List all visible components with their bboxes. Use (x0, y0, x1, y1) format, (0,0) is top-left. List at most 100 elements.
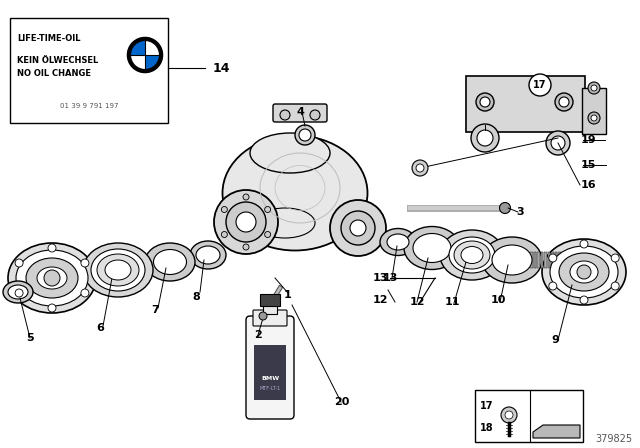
Circle shape (44, 270, 60, 286)
Text: 379825: 379825 (595, 434, 632, 444)
Ellipse shape (3, 281, 33, 303)
Text: 6: 6 (96, 323, 104, 333)
FancyBboxPatch shape (253, 310, 287, 326)
Circle shape (295, 125, 315, 145)
Ellipse shape (550, 246, 618, 298)
Circle shape (280, 110, 290, 120)
Text: 17: 17 (533, 80, 547, 90)
Circle shape (330, 200, 386, 256)
Circle shape (412, 160, 428, 176)
Text: LIFE-TIME-OIL: LIFE-TIME-OIL (17, 34, 81, 43)
Text: 11: 11 (444, 297, 460, 307)
FancyBboxPatch shape (582, 88, 606, 134)
Text: KEIN ÖLWECHSEL: KEIN ÖLWECHSEL (17, 56, 99, 65)
Text: BMW: BMW (261, 375, 279, 380)
Bar (534, 252, 536, 268)
Ellipse shape (492, 245, 532, 275)
Text: 3: 3 (516, 207, 524, 217)
Circle shape (588, 82, 600, 94)
Ellipse shape (37, 267, 67, 289)
Circle shape (221, 232, 227, 237)
Ellipse shape (250, 133, 330, 173)
Circle shape (15, 259, 23, 267)
Ellipse shape (16, 250, 88, 306)
Circle shape (546, 131, 570, 155)
Bar (544, 252, 547, 268)
Circle shape (529, 74, 551, 96)
Polygon shape (533, 425, 580, 438)
Circle shape (265, 232, 271, 237)
Ellipse shape (542, 239, 626, 305)
Circle shape (310, 110, 320, 120)
Text: 10: 10 (490, 295, 506, 305)
Text: NO OIL CHANGE: NO OIL CHANGE (17, 69, 91, 78)
Text: 13: 13 (382, 273, 397, 283)
FancyBboxPatch shape (260, 294, 280, 306)
Circle shape (236, 212, 256, 232)
Circle shape (131, 40, 159, 69)
Ellipse shape (8, 285, 28, 299)
Text: 9: 9 (551, 335, 559, 345)
Wedge shape (131, 40, 145, 55)
FancyBboxPatch shape (475, 390, 583, 442)
Circle shape (549, 282, 557, 290)
Text: 17: 17 (480, 401, 493, 411)
Text: 5: 5 (26, 333, 34, 343)
Text: 2: 2 (254, 330, 262, 340)
Circle shape (476, 93, 494, 111)
Ellipse shape (570, 261, 598, 283)
Text: 4: 4 (296, 107, 304, 117)
Text: 15: 15 (580, 160, 596, 170)
Circle shape (81, 259, 89, 267)
Ellipse shape (559, 253, 609, 291)
Circle shape (416, 164, 424, 172)
Ellipse shape (255, 208, 315, 238)
Ellipse shape (449, 237, 495, 273)
Circle shape (243, 244, 249, 250)
Circle shape (341, 211, 375, 245)
Circle shape (551, 136, 565, 150)
Ellipse shape (26, 258, 78, 298)
Wedge shape (131, 55, 145, 69)
Ellipse shape (97, 254, 139, 286)
Bar (554, 252, 557, 268)
Text: 16: 16 (580, 180, 596, 190)
Circle shape (577, 265, 591, 279)
Text: 20: 20 (334, 397, 349, 407)
Ellipse shape (8, 243, 96, 313)
Ellipse shape (387, 234, 409, 250)
Ellipse shape (190, 241, 226, 269)
Ellipse shape (482, 237, 542, 283)
Circle shape (243, 194, 249, 200)
Text: 19: 19 (580, 135, 596, 145)
Circle shape (555, 93, 573, 111)
Bar (547, 252, 550, 268)
Circle shape (15, 289, 23, 297)
Text: 18: 18 (480, 423, 493, 433)
Circle shape (214, 190, 278, 254)
Circle shape (580, 296, 588, 304)
Text: MTF-LT-1: MTF-LT-1 (259, 385, 280, 391)
Circle shape (549, 254, 557, 262)
Circle shape (81, 289, 89, 297)
FancyBboxPatch shape (254, 345, 286, 400)
Text: 7: 7 (151, 305, 159, 315)
Circle shape (580, 240, 588, 248)
Text: 12: 12 (409, 297, 425, 307)
Text: 12: 12 (372, 295, 388, 305)
Text: 13: 13 (372, 273, 388, 283)
Circle shape (477, 130, 493, 146)
Circle shape (48, 244, 56, 252)
Circle shape (259, 312, 267, 320)
Ellipse shape (440, 230, 504, 280)
Circle shape (350, 220, 366, 236)
Text: 01 39 9 791 197: 01 39 9 791 197 (60, 103, 118, 109)
Ellipse shape (91, 249, 145, 291)
Circle shape (611, 254, 619, 262)
Circle shape (559, 97, 569, 107)
Circle shape (611, 282, 619, 290)
Bar (558, 252, 561, 268)
FancyBboxPatch shape (263, 298, 277, 314)
Ellipse shape (404, 227, 460, 270)
Circle shape (299, 129, 311, 141)
